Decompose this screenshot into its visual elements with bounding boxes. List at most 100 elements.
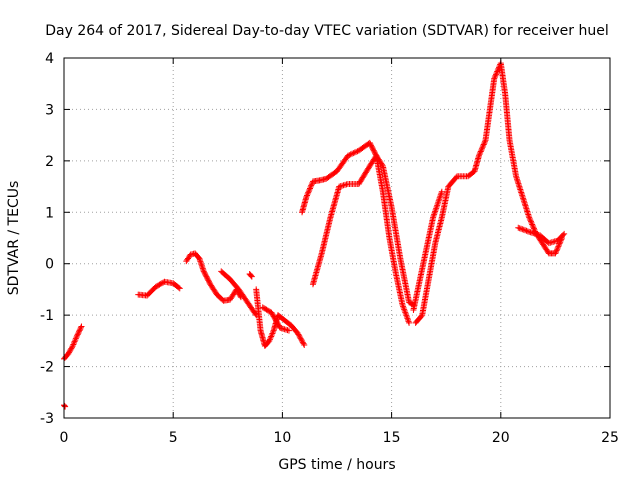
data-point — [70, 340, 77, 347]
data-point — [71, 338, 78, 345]
data-point — [520, 226, 527, 233]
data-point — [478, 147, 485, 154]
data-point — [67, 346, 74, 353]
data-point — [72, 335, 79, 342]
data-point — [554, 246, 561, 253]
data-point — [306, 186, 313, 193]
data-point — [477, 149, 484, 156]
data-point — [555, 243, 562, 250]
data-point — [354, 148, 361, 155]
x-tick-label: 15 — [383, 430, 401, 446]
data-point — [65, 350, 72, 357]
data-point — [266, 336, 273, 343]
data-point — [61, 402, 68, 409]
plot-area-border — [63, 57, 611, 419]
data-point — [438, 190, 445, 197]
data-point — [350, 150, 357, 157]
y-tick-label: -3 — [40, 411, 54, 427]
data-point — [296, 334, 303, 341]
data-point — [75, 330, 82, 337]
data-point — [304, 192, 311, 199]
data-point — [268, 331, 275, 338]
data-point — [248, 273, 255, 280]
data-point — [480, 142, 487, 149]
data-point — [475, 152, 482, 159]
data-point — [437, 191, 444, 198]
data-point — [553, 247, 560, 254]
data-point — [269, 312, 276, 319]
x-tick-label: 10 — [273, 430, 291, 446]
data-point — [62, 403, 69, 410]
data-point — [518, 225, 525, 232]
data-point — [433, 203, 440, 210]
data-point — [267, 334, 274, 341]
data-point — [297, 335, 304, 342]
data-point — [303, 193, 310, 200]
data-point — [530, 224, 537, 231]
data-point — [76, 327, 83, 334]
data-point — [176, 285, 183, 292]
data-point — [433, 205, 440, 212]
data-point — [294, 330, 301, 337]
data-point — [434, 202, 441, 209]
data-point — [366, 139, 373, 146]
data-point — [300, 340, 307, 347]
data-point — [406, 319, 413, 326]
data-point — [204, 276, 211, 283]
data-point — [66, 349, 73, 356]
data-point — [175, 284, 182, 291]
data-point — [349, 150, 356, 157]
data-point — [69, 344, 76, 351]
data-point — [353, 148, 360, 155]
data-point — [304, 191, 311, 198]
axis-ticks: 0 5 10 15 20 25 -3 -2 -1 0 1 2 3 4 — [40, 51, 619, 446]
data-point — [530, 225, 537, 232]
data-point — [493, 71, 500, 78]
data-point — [556, 240, 563, 247]
data-point — [299, 339, 306, 346]
grid-lines — [64, 58, 610, 418]
data-point — [368, 143, 375, 150]
data-point — [200, 268, 207, 275]
data-point — [430, 212, 437, 219]
data-point — [69, 343, 76, 349]
data-point — [296, 332, 303, 339]
data-point — [202, 271, 209, 277]
data-point — [202, 272, 209, 279]
data-point — [379, 161, 386, 168]
y-tick-label: 3 — [45, 102, 54, 118]
data-point — [555, 242, 562, 249]
data-point — [480, 141, 487, 148]
data-point — [268, 333, 275, 340]
data-point — [301, 341, 308, 348]
data-point — [75, 328, 82, 335]
data-point — [266, 337, 273, 344]
data-point — [494, 68, 501, 75]
data-point — [526, 214, 533, 221]
data-point — [434, 200, 441, 207]
data-point — [346, 152, 353, 159]
data-point — [519, 226, 526, 233]
data-point — [481, 140, 488, 147]
y-axis-label: SDTVAR / TECUs — [6, 181, 22, 296]
data-point — [561, 230, 568, 237]
data-point — [274, 319, 281, 326]
data-point — [66, 348, 73, 355]
data-point — [552, 250, 559, 257]
data-point — [430, 214, 437, 221]
data-point — [371, 148, 378, 155]
data-point — [272, 317, 279, 324]
data-point — [268, 309, 275, 316]
data-point — [370, 146, 377, 153]
data-point — [431, 209, 438, 216]
data-point — [435, 199, 442, 206]
data-points — [61, 60, 568, 410]
data-point — [74, 331, 81, 338]
data-point — [201, 269, 208, 276]
data-point — [351, 149, 358, 156]
data-point — [432, 208, 439, 215]
data-point — [436, 196, 443, 203]
data-point — [437, 193, 444, 200]
data-point — [74, 332, 81, 339]
